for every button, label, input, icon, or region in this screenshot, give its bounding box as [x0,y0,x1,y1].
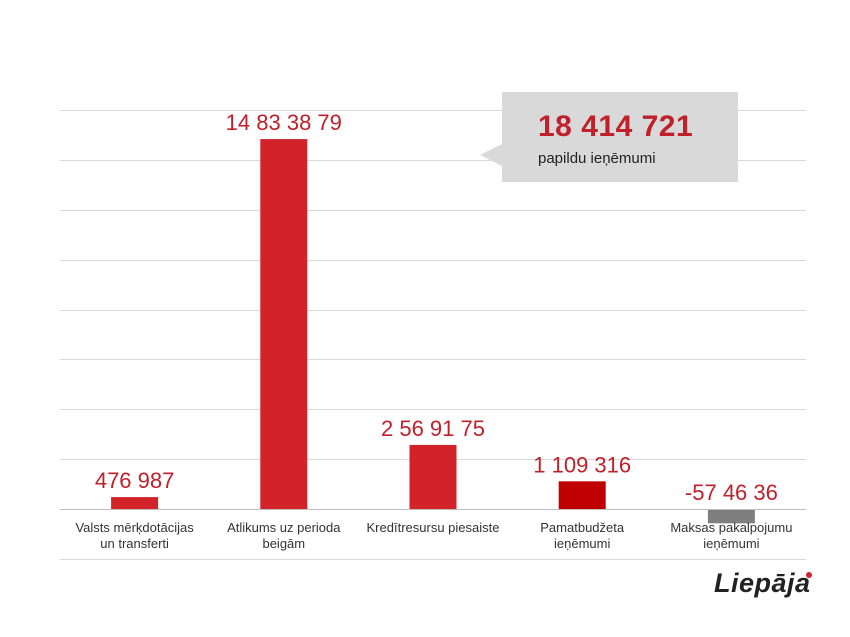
data-label: 1 109 316 [533,452,631,477]
total-callout: 18 414 721 papildu ieņēmumi [502,92,738,182]
category-label: Kredītresursu piesaiste [367,520,500,535]
callout-value: 18 414 721 [538,110,694,143]
bar [409,444,457,509]
liepaja-logo: Liepāja [714,568,811,598]
category-label: ieņēmumi [703,536,759,551]
category-label: Maksas pakalpojumu [670,520,792,535]
callout-label: papildu ieņēmumi [538,150,656,167]
bar [707,509,755,524]
data-label: -57 46 36 [685,480,778,505]
category-label: Atlikums uz perioda [227,520,341,535]
logo-dot [806,572,812,578]
category-label: ieņēmumi [554,536,610,551]
data-label: 14 83 38 79 [226,110,342,135]
category-label: beigām [262,536,305,551]
bar [260,139,308,509]
category-label: Valsts mērķdotācijas [75,520,194,535]
bar [111,497,159,509]
data-label: 476 987 [95,468,175,493]
callout-pointer [480,144,502,166]
data-label: 2 56 91 75 [381,416,485,441]
category-label: un transferti [100,536,169,551]
category-label: Pamatbudžeta [540,520,625,535]
bar [558,481,606,509]
